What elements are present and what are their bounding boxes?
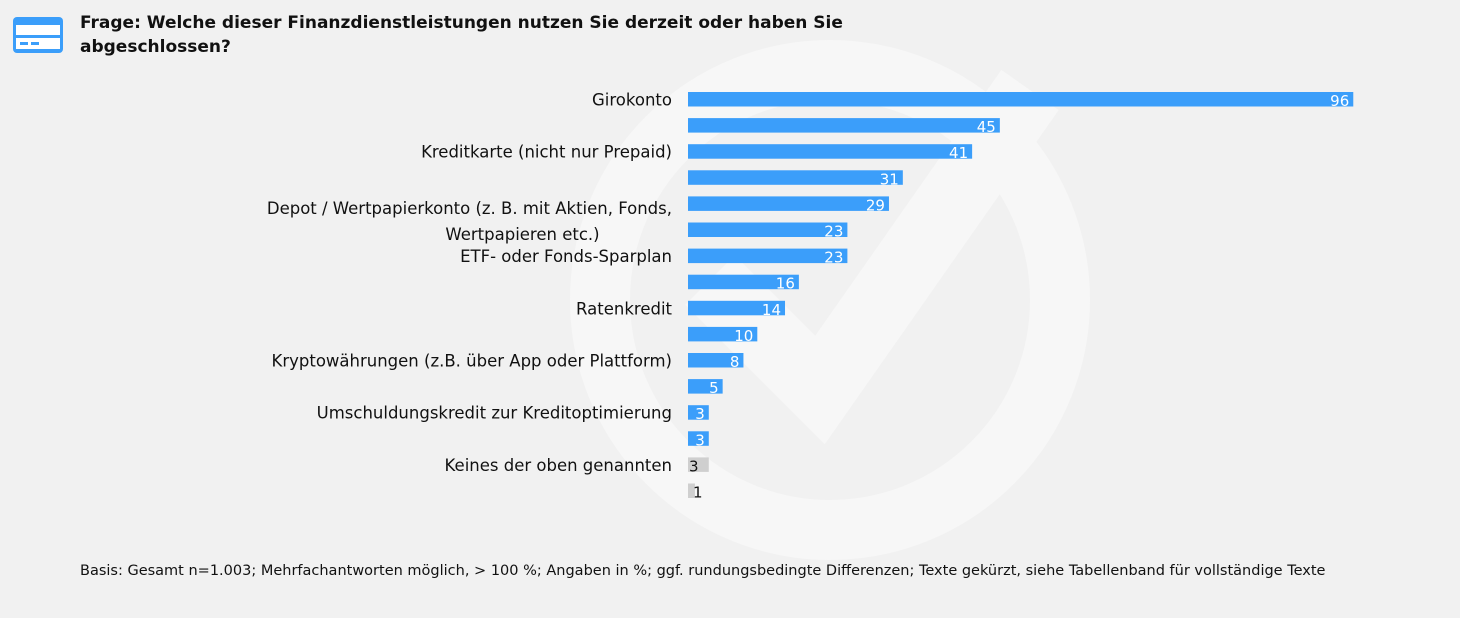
bar bbox=[688, 92, 1354, 107]
bar bbox=[688, 431, 709, 446]
category-label: Girokonto bbox=[592, 91, 672, 110]
data-label: 23 bbox=[824, 249, 843, 267]
data-label: 10 bbox=[734, 327, 753, 345]
bar bbox=[688, 222, 848, 237]
bar bbox=[688, 248, 848, 264]
bar bbox=[688, 144, 973, 159]
category-label: ETF- oder Fonds-Sparplan bbox=[460, 247, 672, 266]
bar bbox=[688, 196, 889, 211]
credit-card-icon bbox=[13, 17, 63, 53]
footnote: Basis: Gesamt n=1.003; Mehrfachantworten… bbox=[80, 563, 1326, 579]
data-label: 3 bbox=[689, 457, 699, 475]
data-label: 31 bbox=[880, 170, 899, 188]
data-label: 16 bbox=[776, 275, 795, 293]
bar bbox=[688, 118, 1000, 133]
bar bbox=[688, 170, 903, 185]
category-label: Depot / Wertpapierkonto (z. B. mit Aktie… bbox=[267, 199, 672, 244]
chart-title: Frage: Welche dieser Finanzdienstleistun… bbox=[80, 13, 843, 57]
category-label: Kryptowährungen (z.B. über App oder Plat… bbox=[272, 352, 672, 371]
data-label: 23 bbox=[824, 223, 843, 241]
bar bbox=[688, 457, 709, 472]
data-label: 3 bbox=[695, 405, 705, 423]
category-label: Umschuldungskredit zur Kreditoptimierung bbox=[317, 404, 672, 423]
data-label: 96 bbox=[1330, 92, 1349, 110]
category-label: Ratenkredit bbox=[576, 299, 672, 318]
data-label: 3 bbox=[695, 431, 705, 449]
data-label: 1 bbox=[693, 484, 703, 502]
data-label: 5 bbox=[709, 379, 719, 397]
category-label: Kreditkarte (nicht nur Prepaid) bbox=[421, 143, 672, 162]
bar bbox=[688, 379, 723, 394]
data-label: 45 bbox=[977, 118, 996, 136]
bar bbox=[688, 326, 758, 342]
bar bbox=[688, 300, 786, 316]
bar bbox=[688, 405, 709, 420]
category-label: Keines der oben genannten bbox=[445, 456, 672, 475]
data-label: 41 bbox=[949, 144, 968, 162]
bar bbox=[688, 483, 695, 498]
watermark-logo bbox=[570, 40, 1090, 560]
bar bbox=[688, 353, 744, 368]
data-label: 29 bbox=[866, 196, 885, 214]
bar bbox=[688, 274, 799, 290]
data-label: 14 bbox=[762, 301, 781, 319]
data-label: 8 bbox=[730, 353, 740, 371]
